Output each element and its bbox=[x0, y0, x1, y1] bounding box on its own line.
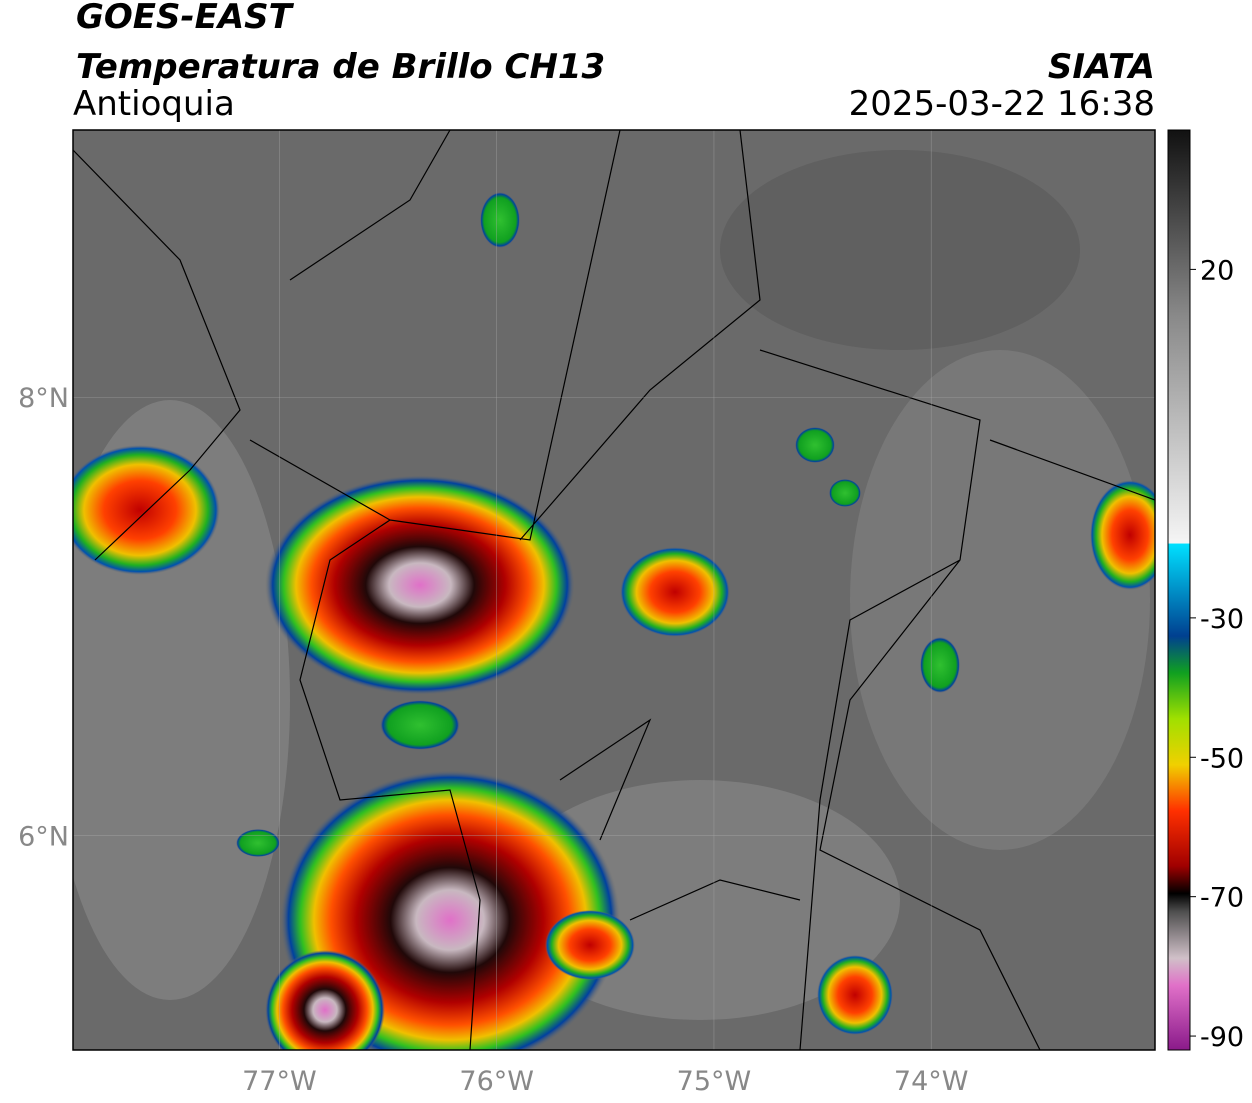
colorbar bbox=[1167, 129, 1191, 1051]
cloud-cell bbox=[480, 192, 520, 248]
lon-label: 75°W bbox=[677, 1066, 752, 1097]
storm-cell bbox=[620, 547, 730, 637]
colorbar-tick-label: -30 bbox=[1200, 604, 1244, 635]
source: SIATA bbox=[1048, 47, 1155, 87]
colorbar-tick-label: -90 bbox=[1200, 1022, 1244, 1053]
graticule bbox=[73, 130, 1155, 1050]
map-frame bbox=[72, 129, 1156, 1051]
title: GOES-EAST bbox=[76, 0, 295, 37]
storm-cell bbox=[545, 910, 635, 980]
cloud-cell bbox=[236, 829, 280, 857]
storm-cell bbox=[1090, 480, 1155, 590]
cloud-cell bbox=[795, 427, 835, 463]
cloud-cell bbox=[829, 479, 861, 507]
lon-label: 77°W bbox=[242, 1066, 317, 1097]
colorbar-tick-label: 20 bbox=[1200, 255, 1234, 286]
lat-label: 6°N bbox=[18, 821, 69, 852]
colorbar-tick-label: -50 bbox=[1200, 743, 1244, 774]
lon-label: 74°W bbox=[894, 1066, 969, 1097]
cloud-texture bbox=[720, 150, 1080, 350]
storm-cell bbox=[73, 445, 220, 575]
storm-cell bbox=[817, 955, 893, 1035]
boundaries bbox=[73, 130, 1155, 1050]
cloud-texture bbox=[850, 350, 1150, 850]
map-image bbox=[73, 130, 1155, 1050]
cloud-cell bbox=[920, 637, 960, 693]
region: Antioquia bbox=[73, 84, 235, 124]
cloud-cell bbox=[380, 700, 460, 750]
storm-cell bbox=[265, 475, 575, 695]
lat-label: 8°N bbox=[18, 383, 69, 414]
timestamp: 2025-03-22 16:38 bbox=[849, 84, 1155, 124]
colorbar-tick-label: -70 bbox=[1200, 883, 1244, 914]
storm-cell bbox=[265, 950, 385, 1050]
subtitle: Temperatura de Brillo CH13 bbox=[76, 47, 605, 87]
lon-label: 76°W bbox=[459, 1066, 534, 1097]
